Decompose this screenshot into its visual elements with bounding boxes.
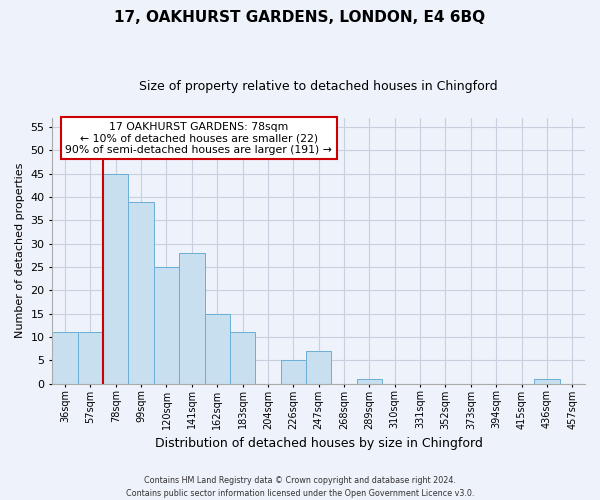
Title: Size of property relative to detached houses in Chingford: Size of property relative to detached ho…	[139, 80, 498, 93]
Bar	[179, 253, 205, 384]
Text: 17 OAKHURST GARDENS: 78sqm
← 10% of detached houses are smaller (22)
90% of semi: 17 OAKHURST GARDENS: 78sqm ← 10% of deta…	[65, 122, 332, 155]
Bar	[306, 351, 331, 384]
X-axis label: Distribution of detached houses by size in Chingford: Distribution of detached houses by size …	[155, 437, 482, 450]
Bar	[52, 332, 77, 384]
Bar	[281, 360, 306, 384]
Bar	[77, 332, 103, 384]
Bar	[128, 202, 154, 384]
Text: Contains HM Land Registry data © Crown copyright and database right 2024.
Contai: Contains HM Land Registry data © Crown c…	[126, 476, 474, 498]
Bar	[230, 332, 255, 384]
Bar	[534, 379, 560, 384]
Y-axis label: Number of detached properties: Number of detached properties	[15, 163, 25, 338]
Text: 17, OAKHURST GARDENS, LONDON, E4 6BQ: 17, OAKHURST GARDENS, LONDON, E4 6BQ	[115, 10, 485, 25]
Bar	[103, 174, 128, 384]
Bar	[205, 314, 230, 384]
Bar	[154, 267, 179, 384]
Bar	[357, 379, 382, 384]
